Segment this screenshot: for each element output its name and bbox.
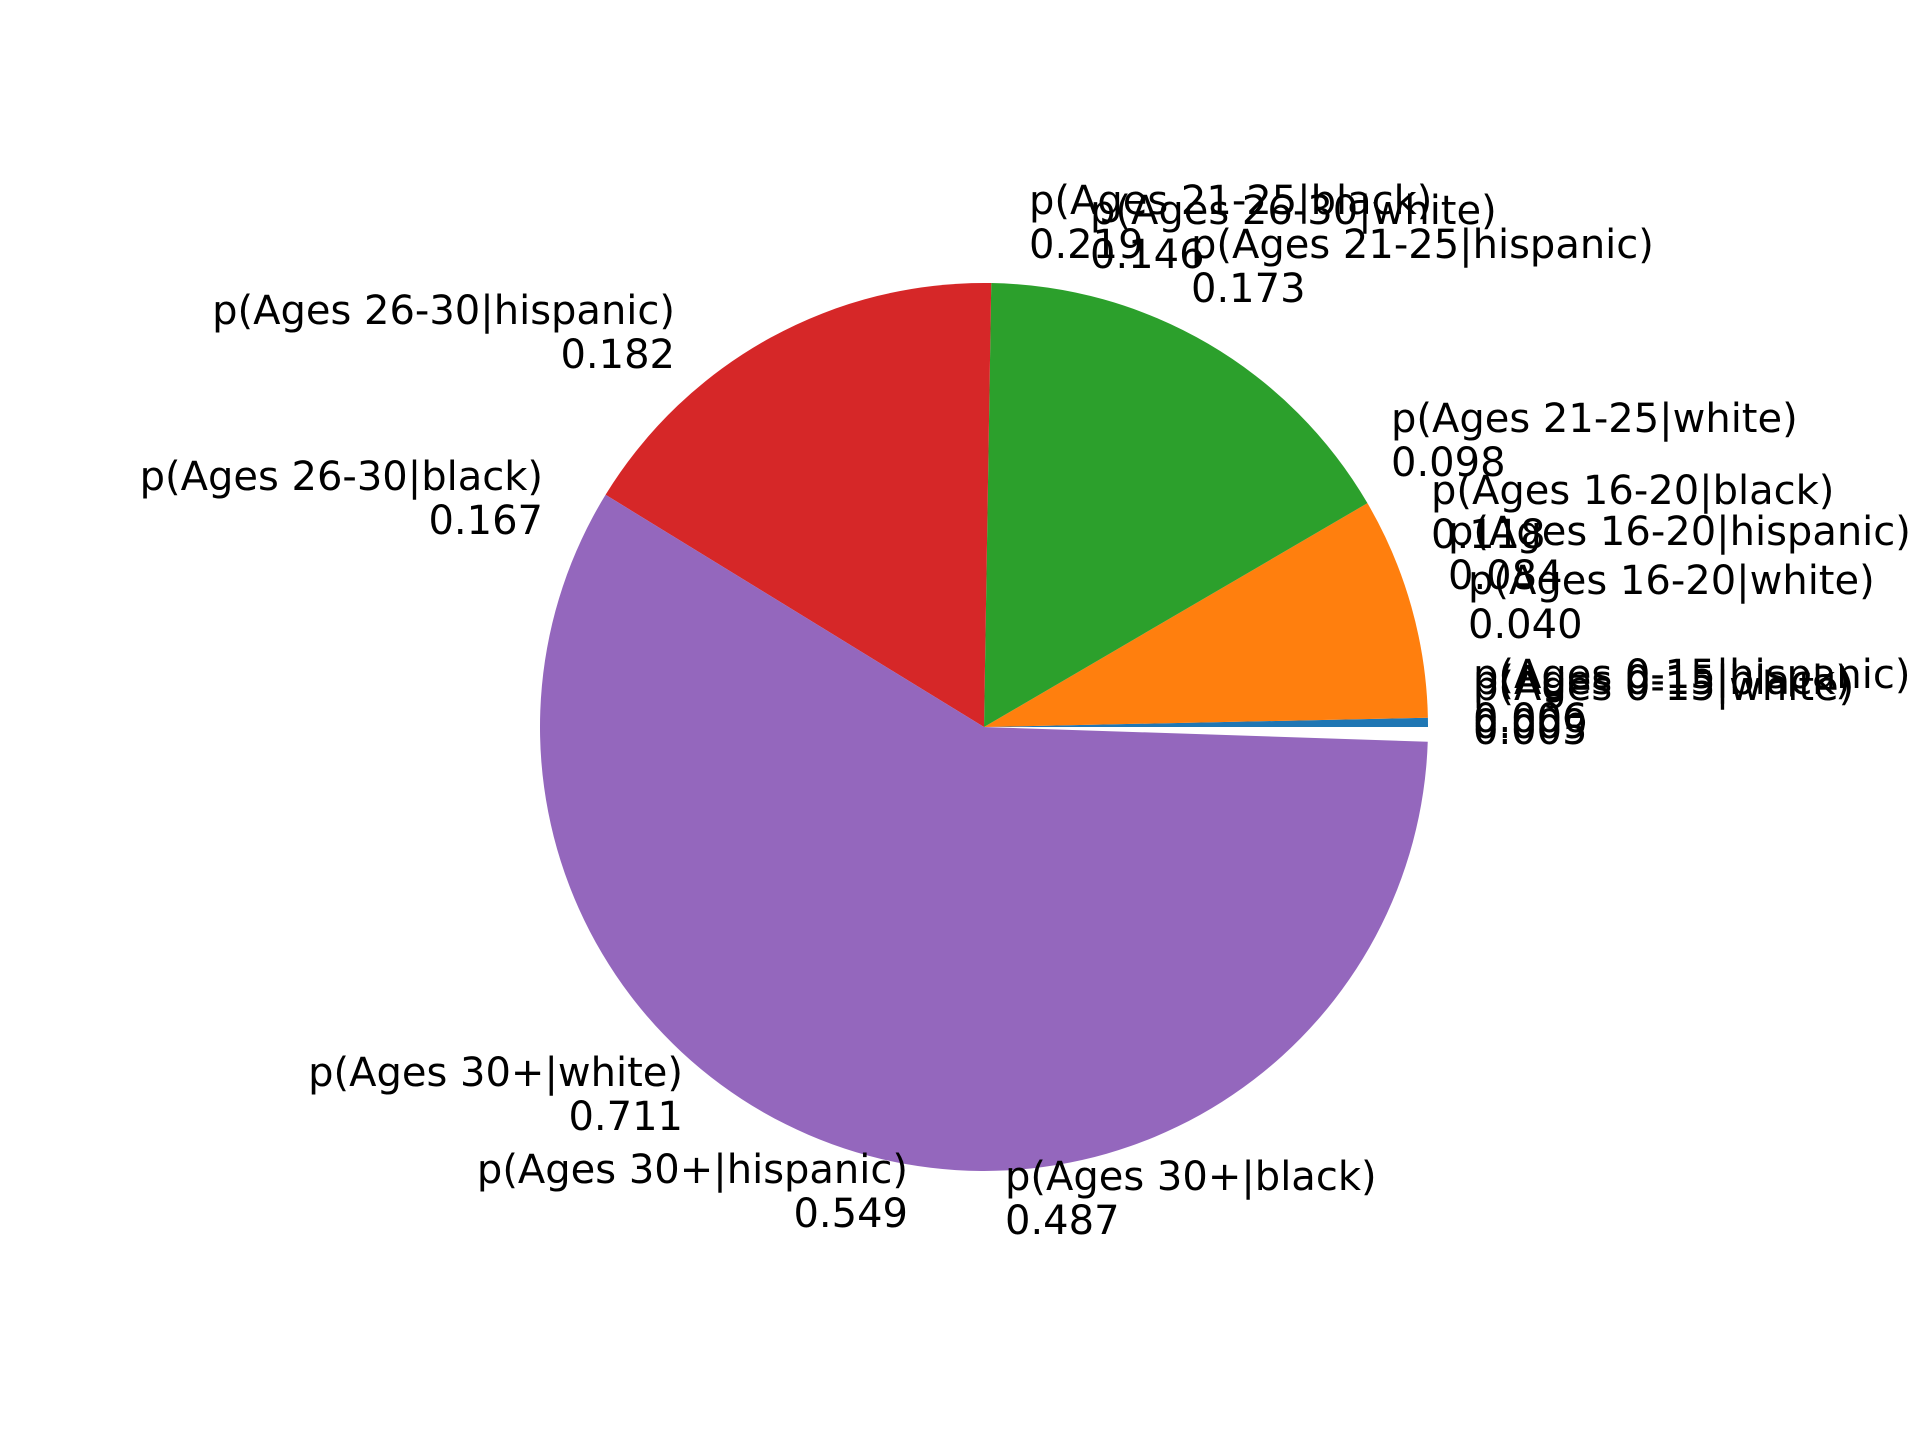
slice-label-value: 0.146	[1090, 232, 1205, 278]
slice-label-text: p(Ages 30+|hispanic)	[477, 1147, 908, 1193]
slice-label-value: 0.173	[1191, 266, 1306, 312]
pie-slice-ages-30-	[539, 494, 1428, 1171]
pie-slices	[539, 283, 1428, 1171]
slice-label-text: p(Ages 16-20|black)	[1431, 468, 1834, 514]
slice-label: p(Ages 21-25|black) 0.219	[1029, 178, 1432, 268]
slice-label-value: 0.084	[1448, 553, 1563, 599]
slice-label: p(Ages 0-15|white) 0.005	[1473, 664, 1854, 754]
slice-label: p(Ages 16-20|black) 0.118	[1431, 468, 1834, 558]
slice-label-value: 0.006	[1473, 696, 1588, 742]
slice-label-value: 0.118	[1431, 512, 1546, 558]
slice-label-value: 0.167	[428, 498, 543, 544]
slice-label-text: p(Ages 0-15|black)	[1473, 658, 1851, 704]
slice-label-value: 0.487	[1005, 1198, 1120, 1244]
pie-slice-ages-21-25	[984, 283, 1368, 727]
pie-slice-ages-0-15	[984, 717, 1428, 727]
slice-label: p(Ages 21-25|hispanic) 0.173	[1191, 222, 1654, 312]
slice-label: p(Ages 26-30|hispanic) 0.182	[212, 288, 675, 378]
slice-label: p(Ages 30+|hispanic) 0.549	[477, 1147, 908, 1237]
slice-label-value: 0.549	[793, 1191, 908, 1237]
slice-label-text: p(Ages 0-15|hispanic)	[1473, 652, 1910, 698]
slice-label-value: 0.098	[1391, 440, 1506, 486]
slice-label-text: p(Ages 26-30|white)	[1090, 188, 1497, 234]
slice-label: p(Ages 26-30|white) 0.146	[1090, 188, 1497, 278]
slice-label: p(Ages 16-20|white) 0.040	[1468, 558, 1875, 648]
slice-label-text: p(Ages 16-20|white)	[1468, 558, 1875, 604]
slice-label-value: 0.711	[568, 1094, 683, 1140]
slice-label-value: 0.182	[560, 332, 675, 378]
slice-label-value: 0.040	[1468, 602, 1583, 648]
slice-label-text: p(Ages 21-25|hispanic)	[1191, 222, 1654, 268]
pie-slice-ages-16-20	[984, 503, 1428, 727]
slice-label: p(Ages 30+|black) 0.487	[1005, 1154, 1377, 1244]
slice-label: p(Ages 26-30|black) 0.167	[140, 454, 543, 544]
slice-label-text: p(Ages 16-20|hispanic)	[1448, 509, 1911, 555]
slice-label: p(Ages 30+|white) 0.711	[308, 1050, 683, 1140]
slice-label-text: p(Ages 30+|white)	[308, 1050, 683, 1096]
slice-label: p(Ages 0-15|hispanic) 0.006	[1473, 652, 1910, 742]
pie-slice-ages-26-30	[605, 283, 992, 727]
slice-label-value: 0.219	[1029, 222, 1144, 268]
slice-label-text: p(Ages 26-30|hispanic)	[212, 288, 675, 334]
slice-label: p(Ages 21-25|white) 0.098	[1391, 396, 1798, 486]
slice-label: p(Ages 0-15|black) 0.009	[1473, 658, 1851, 748]
slice-label-text: p(Ages 0-15|white)	[1473, 664, 1854, 710]
slice-label-text: p(Ages 30+|black)	[1005, 1154, 1377, 1200]
slice-label-value: 0.009	[1473, 702, 1588, 748]
slice-label-text: p(Ages 26-30|black)	[140, 454, 543, 500]
slice-label: p(Ages 16-20|hispanic) 0.084	[1448, 509, 1911, 599]
slice-label-value: 0.005	[1473, 708, 1588, 754]
slice-label-text: p(Ages 21-25|white)	[1391, 396, 1798, 442]
slice-label-text: p(Ages 21-25|black)	[1029, 178, 1432, 224]
